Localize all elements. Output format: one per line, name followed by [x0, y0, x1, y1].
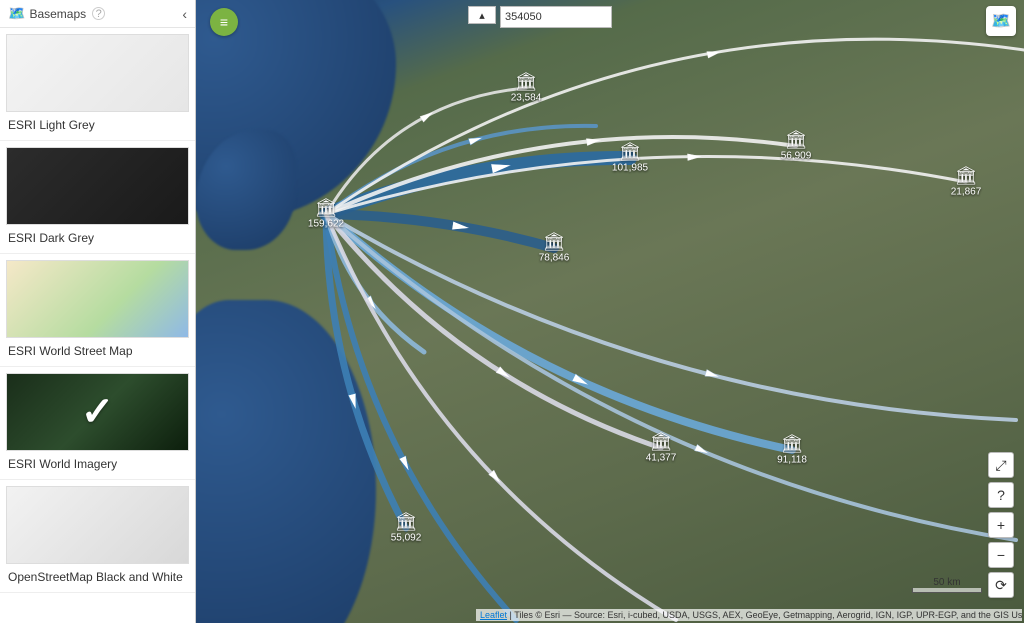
code-input[interactable]	[500, 6, 612, 28]
destination-value: 41,377	[646, 453, 677, 464]
destination-marker[interactable]: 🏛 78,846	[539, 233, 570, 264]
sidebar-title: Basemaps	[29, 7, 86, 21]
help-icon[interactable]: ?	[92, 7, 105, 20]
menu-burger-button[interactable]: ≡	[210, 8, 238, 36]
destinations-layer: 🏛 159,622 🏛 23,584 🏛 101,985 🏛 56,909 🏛 21,867 🏛 78…	[196, 0, 1024, 623]
destination-value: 21,867	[951, 187, 982, 198]
sidebar-header: 🗺️ Basemaps ? ‹	[0, 0, 195, 28]
basemap-list: ESRI Light Grey ESRI Dark Grey ESRI World …	[0, 28, 195, 623]
bank-icon: 🏛	[543, 233, 566, 251]
basemap-label: ESRI Light Grey	[0, 116, 195, 134]
destination-value: 23,584	[511, 93, 542, 104]
destination-marker[interactable]: 🏛 56,909	[781, 131, 812, 162]
fullscreen-button[interactable]: ⤢	[988, 452, 1014, 478]
check-icon: ✓	[81, 389, 115, 435]
basemap-sidebar: 🗺️ Basemaps ? ‹ ESRI Light Grey ESRI Dark…	[0, 0, 196, 623]
zoom-out-button[interactable]: −	[988, 542, 1014, 568]
bank-icon: 🏛	[315, 199, 338, 217]
leaflet-link[interactable]: Leaflet	[480, 610, 507, 620]
bank-icon: 🏛	[785, 131, 808, 149]
destination-value: 101,985	[612, 163, 648, 174]
destination-marker[interactable]: 🏛 91,118	[777, 435, 807, 466]
basemap-item[interactable]: OpenStreetMap Black and White	[0, 486, 195, 593]
basemap-thumb	[6, 34, 189, 112]
basemap-item[interactable]: ESRI Light Grey	[0, 34, 195, 141]
collapse-sidebar-button[interactable]: ‹	[182, 6, 187, 22]
map-controls: ⤢ ? + − ⟳	[988, 452, 1014, 598]
destination-value: 55,092	[391, 533, 422, 544]
map-canvas[interactable]: ≡ ▴ 🗺️ 🏛 159,622 🏛 23,584 🏛 101,985 🏛 56,909 🏛 21…	[196, 0, 1024, 623]
bank-icon: 🏛	[619, 143, 642, 161]
expand-panel-button[interactable]: ▴	[468, 6, 496, 24]
basemap-label: ESRI Dark Grey	[0, 229, 195, 247]
bank-icon: 🏛	[781, 435, 804, 453]
basemap-item[interactable]: ESRI Dark Grey	[0, 147, 195, 254]
basemap-thumb	[6, 260, 189, 338]
destination-marker[interactable]: 🏛 55,092	[391, 513, 422, 544]
burger-icon: ≡	[220, 14, 228, 30]
destination-marker[interactable]: 🏛 23,584	[511, 73, 542, 104]
basemap-label: OpenStreetMap Black and White	[0, 568, 195, 586]
reset-view-button[interactable]: ⟳	[988, 572, 1014, 598]
origin-marker[interactable]: 🏛 159,622	[308, 199, 344, 230]
destination-marker[interactable]: 🏛 101,985	[612, 143, 648, 174]
scale-bar-line	[912, 588, 982, 593]
basemap-label: ESRI World Street Map	[0, 342, 195, 360]
attribution-text: | Tiles © Esri — Source: Esri, i-cubed, …	[507, 610, 1022, 620]
destination-value: 91,118	[777, 455, 807, 466]
destination-marker[interactable]: 🏛 21,867	[951, 167, 982, 198]
attribution: Leaflet | Tiles © Esri — Source: Esri, i…	[476, 609, 1022, 621]
bank-icon: 🏛	[650, 433, 673, 451]
bank-icon: 🏛	[955, 167, 978, 185]
basemap-thumb	[6, 147, 189, 225]
app-logo[interactable]: 🗺️	[986, 6, 1016, 36]
basemap-item[interactable]: ESRI World Street Map	[0, 260, 195, 367]
bank-icon: 🏛	[515, 73, 538, 91]
origin-value: 159,622	[308, 219, 344, 230]
scale-label: 50 km	[912, 577, 982, 588]
bank-icon: 🏛	[395, 513, 418, 531]
basemap-thumb: ✓	[6, 373, 189, 451]
basemap-item[interactable]: ✓ ESRI World Imagery	[0, 373, 195, 480]
destination-value: 78,846	[539, 253, 570, 264]
basemap-label: ESRI World Imagery	[0, 455, 195, 473]
basemap-thumb	[6, 486, 189, 564]
help-button[interactable]: ?	[988, 482, 1014, 508]
zoom-in-button[interactable]: +	[988, 512, 1014, 538]
destination-marker[interactable]: 🏛 41,377	[646, 433, 677, 464]
globe-icon: 🗺️	[991, 11, 1011, 31]
scale-bar: 50 km	[912, 577, 982, 593]
map-icon: 🗺️	[8, 5, 25, 22]
destination-value: 56,909	[781, 151, 812, 162]
